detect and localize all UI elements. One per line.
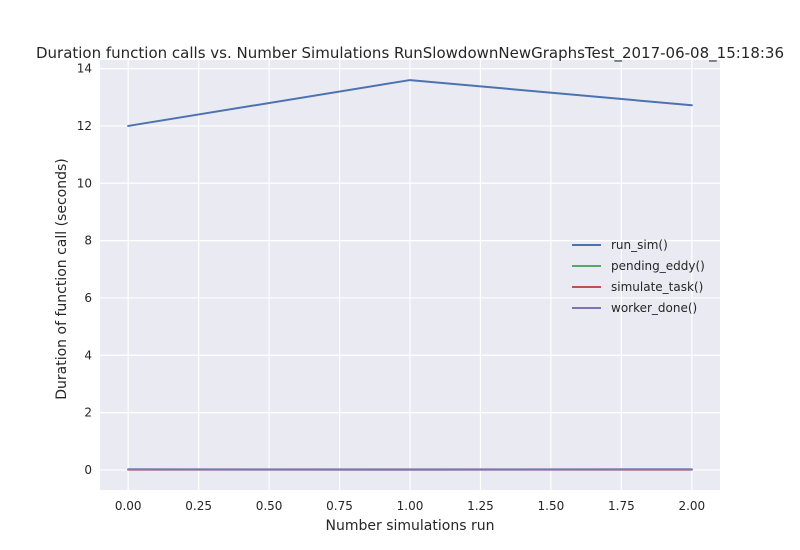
legend-label-worker-done: worker_done() [611, 301, 697, 315]
legend-label-pending-eddy: pending_eddy() [611, 259, 705, 273]
y-tick-label: 6 [84, 291, 92, 305]
series-layer [127, 79, 693, 471]
legend-label-run-sim: run_sim() [611, 238, 668, 252]
x-tick-label: 1.75 [608, 499, 635, 513]
x-tick-label: 0.00 [115, 499, 142, 513]
y-tick-label: 14 [77, 62, 92, 76]
y-tick-label: 4 [84, 348, 92, 362]
x-axis-label: Number simulations run [326, 518, 495, 534]
x-tick-label: 1.00 [397, 499, 424, 513]
y-tick-labels: 0 2 4 6 8 10 12 14 [77, 62, 92, 477]
y-tick-label: 2 [84, 406, 92, 420]
legend-label-simulate-task: simulate_task() [611, 280, 703, 294]
x-tick-label: 0.25 [185, 499, 212, 513]
x-tick-label: 0.75 [326, 499, 353, 513]
y-tick-label: 10 [77, 176, 92, 190]
x-tick-label: 1.50 [538, 499, 565, 513]
y-tick-label: 0 [84, 463, 92, 477]
x-tick-labels: 0.00 0.25 0.50 0.75 1.00 1.25 1.50 1.75 2.00 [115, 499, 705, 513]
x-tick-label: 0.50 [256, 499, 283, 513]
x-tick-label: 2.00 [678, 499, 705, 513]
series-line-run-sim [127, 79, 693, 127]
chart-title: Duration function calls vs. Number Simul… [36, 44, 784, 63]
y-tick-label: 12 [77, 119, 92, 133]
y-axis-label: Duration of function call (seconds) [54, 158, 70, 400]
y-tick-label: 8 [84, 234, 92, 248]
legend: run_sim() pending_eddy() simulate_task()wo… [572, 238, 705, 315]
x-tick-label: 1.25 [467, 499, 494, 513]
